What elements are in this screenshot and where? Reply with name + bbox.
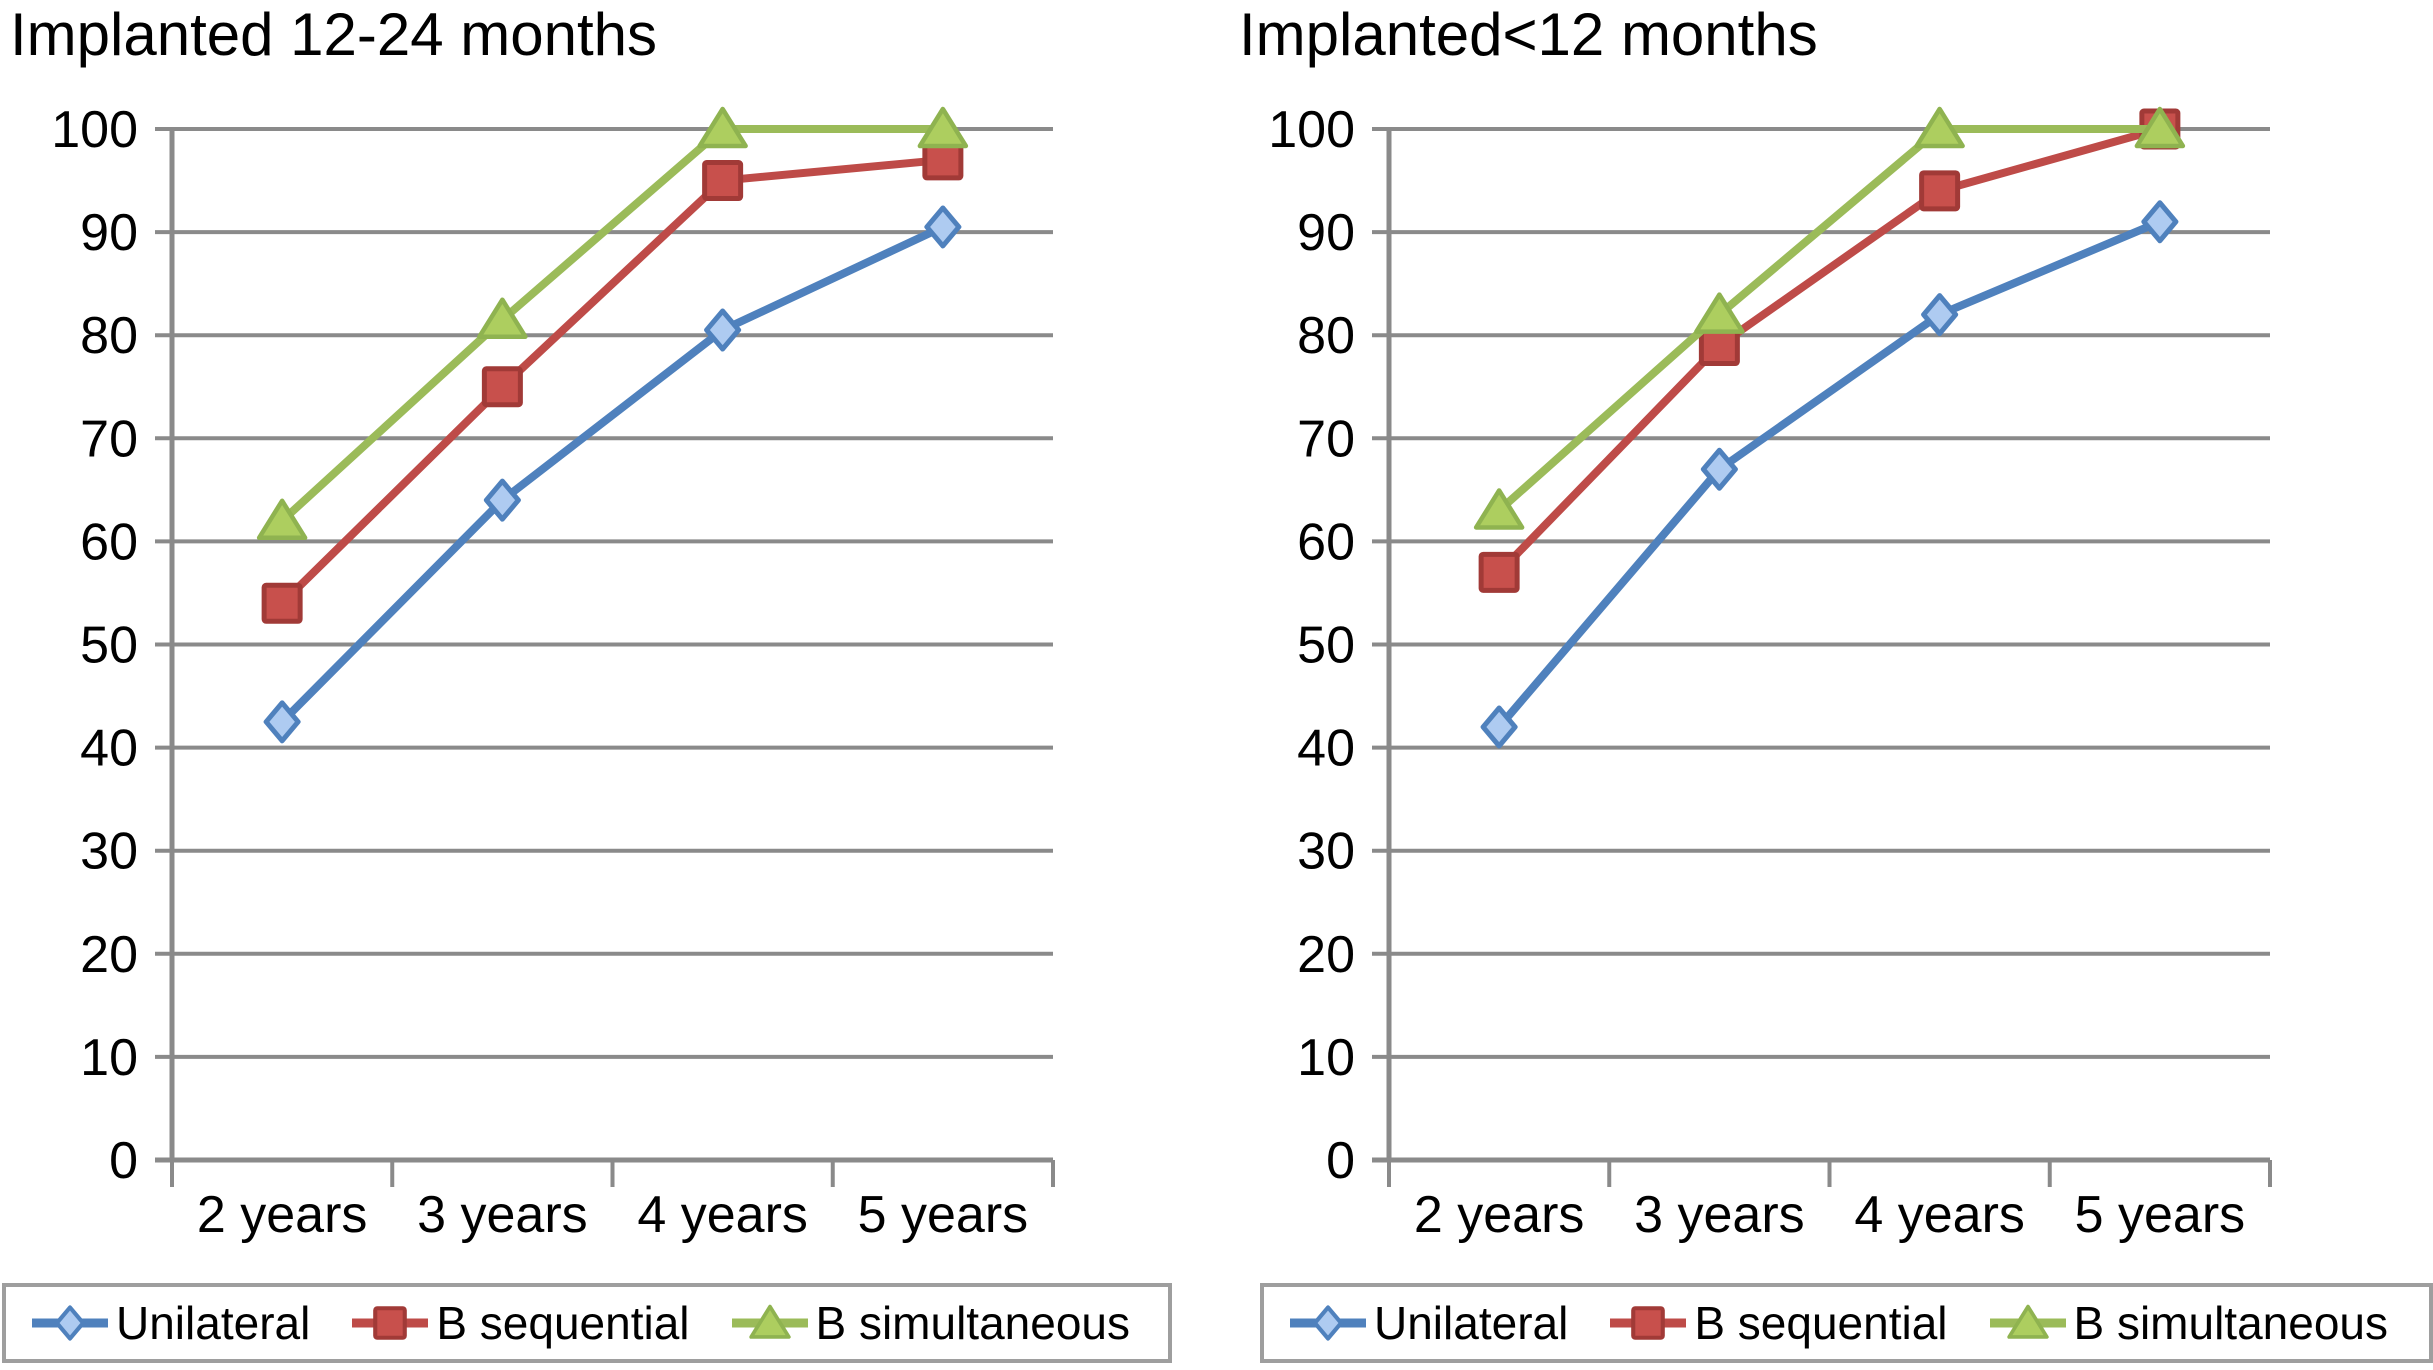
x-tick-label: 5 years <box>858 1186 1029 1244</box>
marker-diamond <box>483 478 521 522</box>
legend-item-unilateral: Unilateral <box>1290 1296 1568 1350</box>
marker-diamond <box>1312 1305 1344 1341</box>
marker-diamond <box>1921 293 1959 337</box>
legend-item-unilateral: Unilateral <box>32 1296 310 1350</box>
y-tick-label: 0 <box>1326 1132 1355 1190</box>
x-tick-label: 4 years <box>1854 1186 2025 1244</box>
x-tick-label: 4 years <box>637 1186 808 1244</box>
y-tick-label: 20 <box>1297 926 1355 984</box>
marker-square <box>481 366 523 408</box>
chart-implanted-under-12-months: Implanted<12 months 0 10 20 30 40 50 60 70 80 90 1… <box>1217 0 2433 1370</box>
marker-square <box>261 582 303 624</box>
marker-triangle <box>1914 106 1965 149</box>
series-line-b-sequential <box>1496 125 2161 576</box>
marker-square <box>1631 1306 1666 1340</box>
chart-implanted-12-24-months: Implanted 12-24 months 0 10 20 30 40 50 60 70 80… <box>0 0 1216 1370</box>
marker-square <box>373 1306 408 1340</box>
y-tick-label: 30 <box>1297 823 1355 881</box>
marker-diamond <box>54 1305 86 1341</box>
marker-diamond <box>1700 447 1738 491</box>
marker-triangle <box>477 297 528 339</box>
y-tick-label: 30 <box>80 823 138 881</box>
y-tick-label: 40 <box>1297 720 1355 778</box>
y-tick-label: 90 <box>1297 204 1355 262</box>
plot-area: 0 10 20 30 40 50 60 70 80 90 100 2 years 3 years 4 ye… <box>51 101 1055 1244</box>
legend: Unilateral B sequential B simultaneous <box>1260 1283 2433 1363</box>
marker-triangle <box>1473 488 1525 530</box>
legend-marker-diamond-icon <box>32 1305 108 1341</box>
y-tick-label: 100 <box>1268 101 1355 159</box>
series-line-b-sequential <box>279 155 944 607</box>
marker-diamond <box>704 308 742 352</box>
legend-item-b-simultaneous: B simultaneous <box>731 1296 1131 1350</box>
series-line-unilateral <box>279 223 945 725</box>
legend-marker-triangle-icon <box>1989 1304 2066 1339</box>
legend-item-b-simultaneous: B simultaneous <box>1989 1296 2389 1350</box>
marker-diamond <box>924 205 962 249</box>
legend-label: Unilateral <box>1374 1297 1569 1349</box>
plot-area: 0 10 20 30 40 50 60 70 80 90 100 2 years 3 years 4 ye… <box>1268 101 2272 1244</box>
marker-diamond <box>1480 705 1518 749</box>
y-tick-label: 40 <box>80 720 138 778</box>
marker-triangle <box>2134 106 2186 149</box>
legend-marker-square-icon <box>352 1306 429 1340</box>
legend-label: Unilateral <box>116 1297 311 1349</box>
legend-marker-triangle-icon <box>731 1304 808 1339</box>
y-tick-label: 50 <box>1297 617 1355 675</box>
marker-triangle <box>697 106 748 149</box>
series-line-b-simultaneous <box>1496 125 2160 514</box>
y-tick-label: 20 <box>80 926 138 984</box>
x-tick-label: 2 years <box>1414 1186 1585 1244</box>
marker-triangle <box>748 1304 791 1339</box>
legend-marker-square-icon <box>1610 1306 1687 1340</box>
x-tick-label: 3 years <box>417 1186 588 1244</box>
y-tick-label: 10 <box>1297 1029 1355 1087</box>
legend-marker-diamond-icon <box>1290 1305 1366 1341</box>
y-tick-label: 50 <box>80 617 138 675</box>
y-tick-label: 70 <box>80 410 138 468</box>
marker-triangle <box>256 498 308 541</box>
y-tick-label: 90 <box>80 204 138 262</box>
marker-triangle <box>1694 292 1745 334</box>
series-line-b-simultaneous <box>279 125 943 524</box>
y-tick-label: 80 <box>80 307 138 365</box>
x-tick-label: 3 years <box>1634 1186 1805 1244</box>
legend-label: B simultaneous <box>2073 1297 2389 1349</box>
y-tick-label: 70 <box>1297 410 1355 468</box>
y-tick-label: 0 <box>109 1132 138 1190</box>
y-tick-label: 10 <box>80 1029 138 1087</box>
legend-label: B sequential <box>1694 1297 1948 1349</box>
marker-diamond <box>263 700 301 744</box>
legend-item-b-sequential: B sequential <box>1610 1296 1948 1350</box>
x-tick-label: 5 years <box>2075 1186 2246 1244</box>
chart-title: Implanted<12 months <box>1239 1 1818 68</box>
x-tick-label: 2 years <box>197 1186 368 1244</box>
legend-item-b-sequential: B sequential <box>352 1296 690 1350</box>
legend-label: B sequential <box>436 1297 690 1349</box>
y-tick-label: 80 <box>1297 307 1355 365</box>
marker-triangle <box>2006 1304 2049 1339</box>
marker-diamond <box>2141 200 2179 244</box>
y-tick-label: 100 <box>51 101 138 159</box>
legend: Unilateral B sequential B simultaneous <box>2 1283 1172 1363</box>
marker-square <box>1919 170 1961 212</box>
marker-square <box>1478 551 1520 593</box>
chart-title: Implanted 12-24 months <box>10 1 658 68</box>
marker-triangle <box>917 106 969 149</box>
series-line-unilateral <box>1496 218 2162 730</box>
marker-square <box>702 160 744 202</box>
y-tick-label: 60 <box>1297 513 1355 571</box>
legend-label: B simultaneous <box>815 1297 1131 1349</box>
y-tick-label: 60 <box>80 513 138 571</box>
